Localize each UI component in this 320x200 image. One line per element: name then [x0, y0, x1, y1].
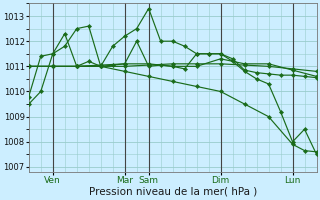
X-axis label: Pression niveau de la mer( hPa ): Pression niveau de la mer( hPa )	[89, 187, 257, 197]
